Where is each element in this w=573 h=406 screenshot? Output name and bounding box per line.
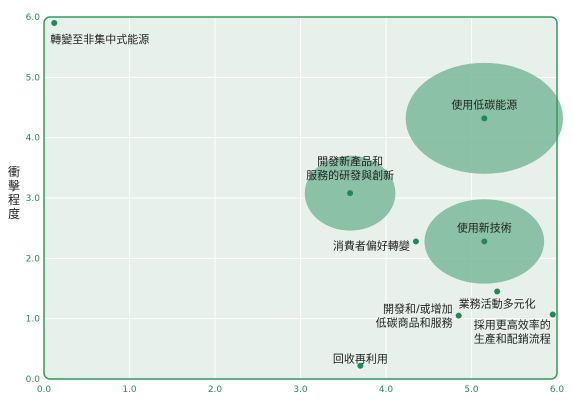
point-label-8: 回收再利用 [333, 352, 388, 366]
y-tick-label: 3.0 [26, 194, 41, 204]
point-label-1: 開發新產品和 [317, 154, 383, 168]
point-label-4: 消費者偏好轉變 [333, 238, 410, 252]
data-point-8 [357, 362, 364, 369]
data-point-4 [412, 238, 419, 245]
point-label-5: 業務活動多元化 [459, 297, 536, 311]
x-tick-label: 3.0 [293, 385, 308, 395]
data-point-1 [347, 190, 354, 197]
data-point-0 [51, 20, 58, 27]
x-tick-label: 6.0 [550, 385, 565, 395]
x-tick-label: 5.0 [464, 385, 479, 395]
y-axis-label: 衝擊程度 [8, 165, 20, 221]
y-tick-label: 0.0 [26, 375, 41, 385]
data-point-3 [481, 238, 488, 245]
y-tick-label: 5.0 [26, 73, 41, 83]
x-tick-label: 1.0 [122, 385, 137, 395]
point-label-7: 採用更高效率的 [474, 317, 551, 331]
point-label-3: 使用新技術 [457, 220, 512, 234]
point-label-1: 服務的研發與創新 [306, 168, 394, 182]
point-label-7: 生產和配銷流程 [474, 331, 551, 345]
y-tick-label: 1.0 [26, 315, 41, 325]
y-tick-label: 2.0 [26, 254, 41, 264]
point-label-2: 使用低碳能源 [451, 97, 517, 111]
data-point-7 [549, 311, 556, 318]
data-point-6 [455, 312, 462, 319]
point-label-0: 轉變至非集中式能源 [50, 32, 149, 46]
data-point-5 [494, 288, 501, 295]
x-tick-label: 0.0 [37, 385, 52, 395]
x-tick-label: 2.0 [208, 385, 223, 395]
point-label-6: 開發和/或增加 [383, 302, 453, 316]
y-tick-label: 6.0 [26, 13, 41, 23]
data-point-2 [481, 115, 488, 122]
point-label-6: 低碳商品和服務 [376, 316, 453, 330]
y-tick-label: 4.0 [26, 134, 41, 144]
x-tick-label: 4.0 [379, 385, 394, 395]
plot-frame [43, 16, 558, 380]
